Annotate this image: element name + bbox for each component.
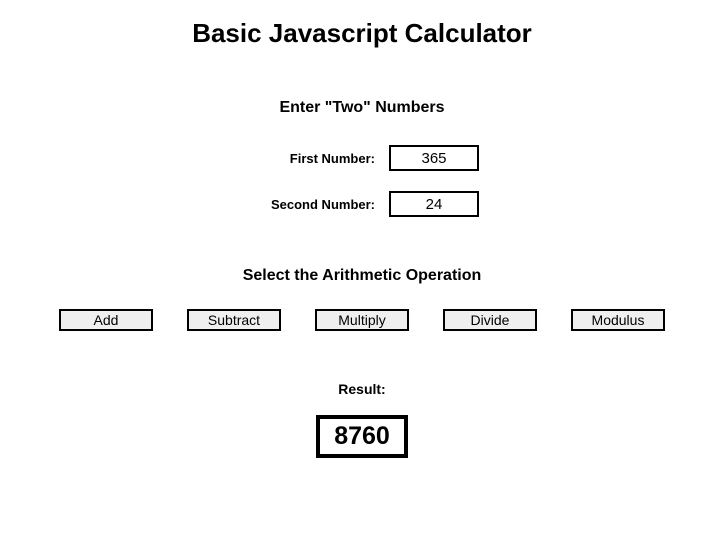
divide-button[interactable]: Divide <box>443 309 537 331</box>
second-number-label: Second Number: <box>245 197 375 212</box>
operations-heading: Select the Arithmetic Operation <box>0 267 724 285</box>
multiply-button[interactable]: Multiply <box>315 309 409 331</box>
result-section: Result: 8760 <box>0 381 724 458</box>
first-number-row: First Number: <box>0 145 724 171</box>
second-number-input[interactable] <box>389 191 479 217</box>
subtract-button[interactable]: Subtract <box>187 309 281 331</box>
operations-section: Select the Arithmetic Operation Add Subt… <box>0 267 724 331</box>
first-number-label: First Number: <box>245 151 375 166</box>
input-heading: Enter "Two" Numbers <box>0 99 724 117</box>
add-button[interactable]: Add <box>59 309 153 331</box>
first-number-input[interactable] <box>389 145 479 171</box>
result-value: 8760 <box>316 415 408 458</box>
input-section: Enter "Two" Numbers First Number: Second… <box>0 99 724 217</box>
second-number-row: Second Number: <box>0 191 724 217</box>
page-title: Basic Javascript Calculator <box>0 18 724 49</box>
result-label: Result: <box>0 381 724 397</box>
modulus-button[interactable]: Modulus <box>571 309 665 331</box>
operations-button-row: Add Subtract Multiply Divide Modulus <box>0 309 724 331</box>
